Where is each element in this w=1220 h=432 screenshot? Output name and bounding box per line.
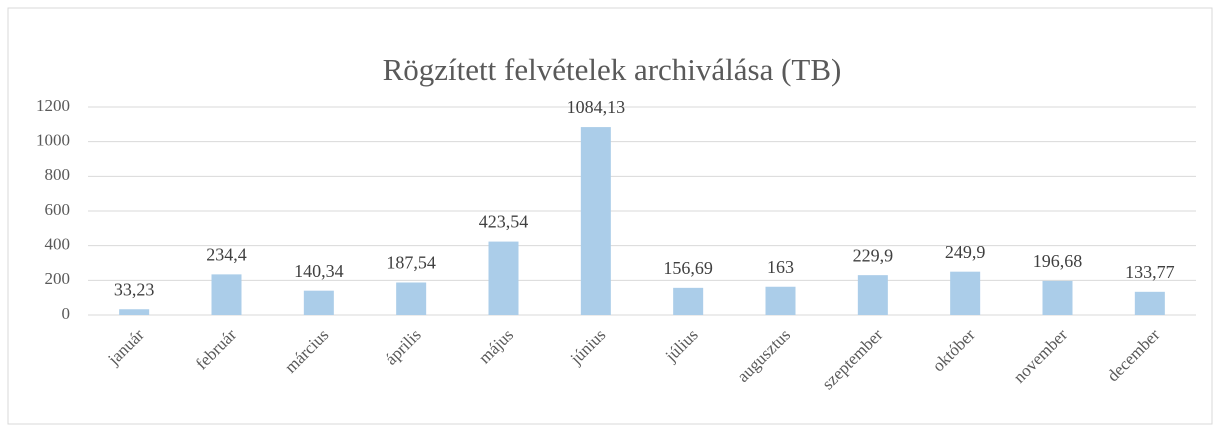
y-tick-label: 0 [62,304,71,323]
data-label: 33,23 [114,279,155,299]
data-label: 196,68 [1033,251,1083,271]
y-tick-label: 800 [45,165,71,184]
bar [673,287,704,315]
bar [1042,280,1073,315]
y-tick-label: 600 [45,200,71,219]
chart-title: Rögzített felvételek archiválása (TB) [383,52,842,87]
bar [1134,291,1165,315]
data-label: 156,69 [663,258,713,278]
bar [211,274,242,315]
data-label: 249,9 [945,242,986,262]
bar [396,282,427,315]
data-label: 1084,13 [567,97,626,117]
bar [488,241,519,315]
bar [765,286,796,315]
y-tick-label: 1200 [36,96,70,115]
bar [950,271,981,315]
bar [119,309,150,315]
data-label: 163 [767,257,794,277]
y-tick-label: 1000 [36,131,70,150]
data-label: 423,54 [479,212,529,232]
data-label: 229,9 [853,245,894,265]
y-tick-label: 200 [45,269,71,288]
bar [857,275,888,315]
bar [303,290,334,315]
data-label: 133,77 [1125,262,1175,282]
y-tick-label: 400 [45,235,71,254]
data-label: 140,34 [294,261,344,281]
data-label: 187,54 [386,253,436,273]
bar [580,127,611,315]
data-label: 234,4 [206,244,247,264]
